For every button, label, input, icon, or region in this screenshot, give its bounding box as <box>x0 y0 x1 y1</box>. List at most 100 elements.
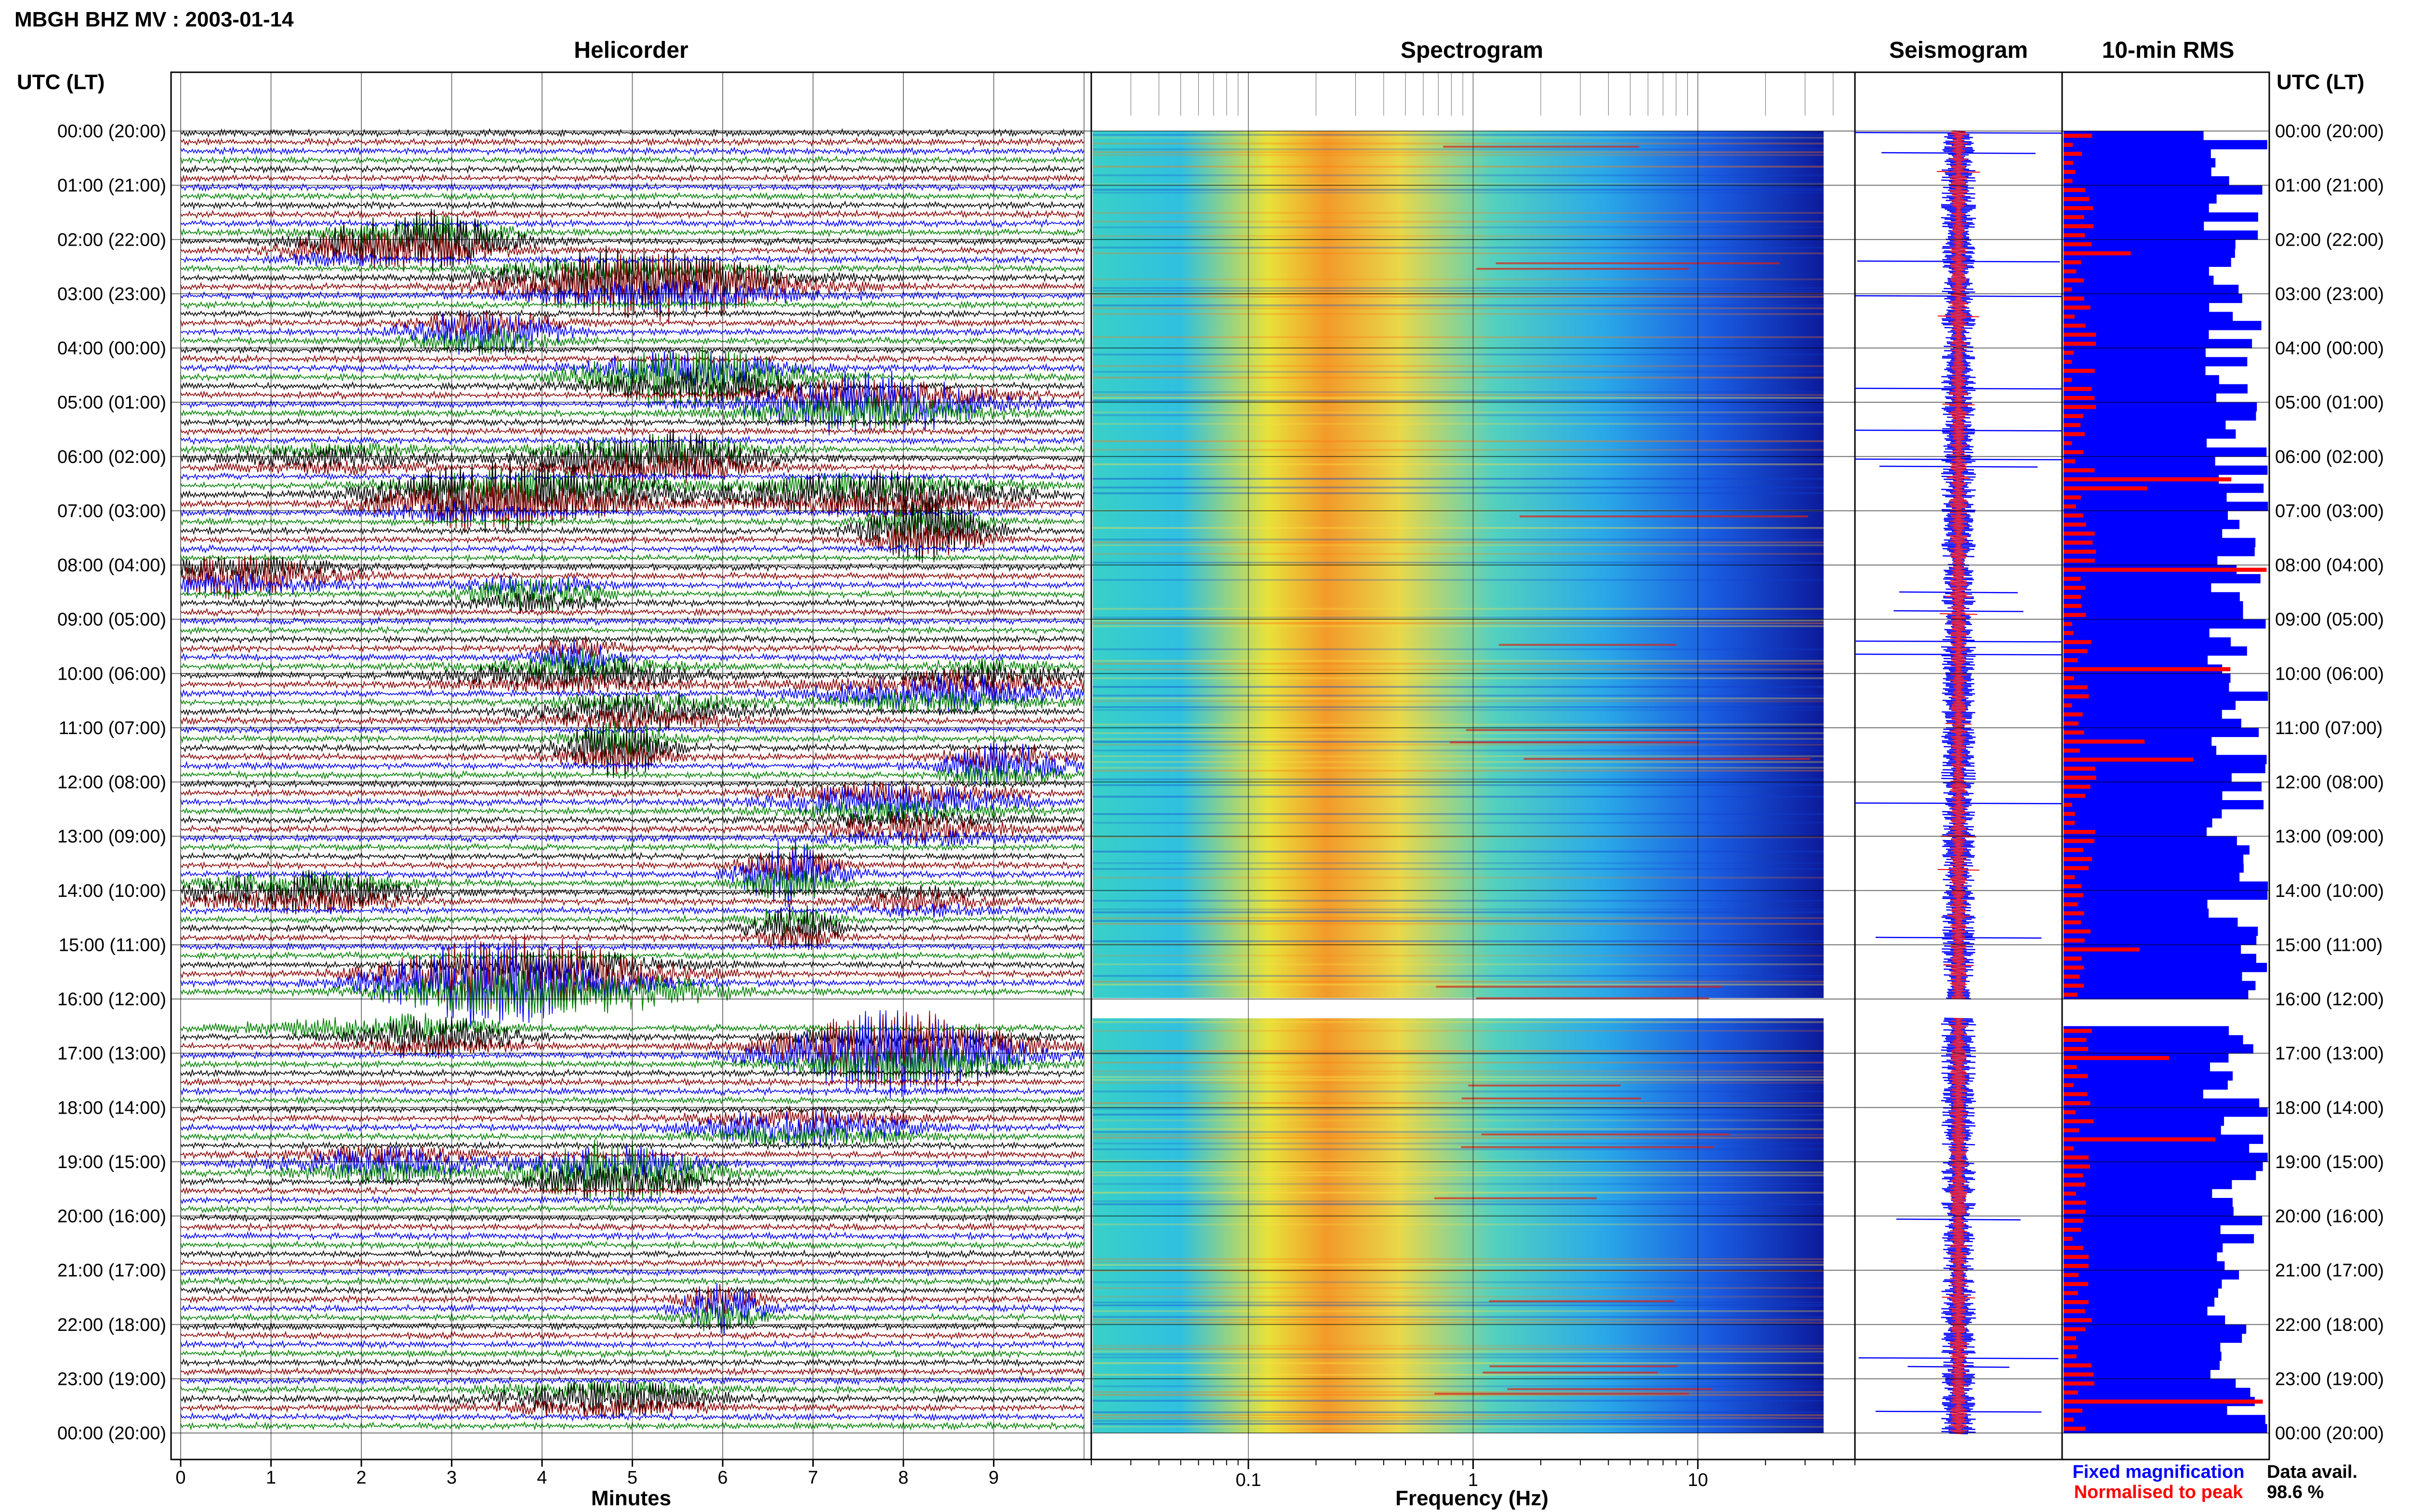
rms-bar-normalised <box>2064 802 2072 807</box>
rms-bar-fixed <box>2064 212 2258 222</box>
rms-bar-normalised <box>2064 405 2096 409</box>
rms-bar-fixed <box>2064 809 2222 819</box>
rms-bar-fixed <box>2064 1044 2253 1054</box>
spectrogram-event-line <box>1476 997 1709 999</box>
rms-bar-fixed <box>2064 547 2255 556</box>
spectrogram-row <box>1093 778 1824 780</box>
rms-bar-normalised <box>2064 1354 2077 1359</box>
spectrogram-row <box>1093 981 1824 983</box>
rms-bar-fixed <box>2064 1243 2223 1253</box>
rms-bar-fixed <box>2064 1379 2236 1388</box>
rms-bar-fixed <box>2064 276 2214 285</box>
rms-bar-normalised <box>2064 323 2085 328</box>
rms-bar-fixed <box>2064 1197 2233 1208</box>
time-label-left: 01:00 (21:00) <box>57 176 166 196</box>
spectrogram-x-ticks: 0.1 1 10 <box>1091 72 1855 1490</box>
rms-bar-normalised <box>2064 1210 2086 1214</box>
spectrogram-row <box>1093 1079 1824 1081</box>
helicorder-x-ticks: 0 1 2 3 4 5 6 7 8 9 <box>175 1459 999 1488</box>
spectrogram-row <box>1093 622 1824 624</box>
rms-bar-fixed <box>2064 176 2229 186</box>
rms-bar-normalised <box>2064 133 2092 138</box>
spectrogram-event-line <box>1507 1388 1713 1390</box>
rms-bar-fixed <box>2064 899 2208 909</box>
spectrogram-row <box>1093 1108 1824 1110</box>
legend-normalised-to-peak: Normalised to peak <box>2074 1482 2243 1502</box>
rms-bar-normalised <box>2064 1047 2089 1051</box>
time-label-left: 21:00 (17:00) <box>57 1261 166 1281</box>
rms-bar-normalised <box>2064 423 2081 427</box>
rms-bar-normalised <box>2064 730 2084 735</box>
rms-bar-normalised <box>2064 1318 2092 1323</box>
rms-bar-fixed <box>2064 1288 2218 1298</box>
time-label-left: 15:00 (11:00) <box>59 935 166 955</box>
helicorder-tick-label: 9 <box>989 1468 999 1488</box>
rms-bar-normalised <box>2064 812 2075 816</box>
rms-bar-normalised <box>2064 1408 2082 1413</box>
rms-bar-fixed <box>2064 1415 2265 1424</box>
rms-bar-fixed <box>2064 1207 2234 1216</box>
spectrogram-row <box>1093 313 1824 315</box>
time-label-right: 14:00 (10:00) <box>2275 881 2384 901</box>
rms-bar-normalised <box>2064 522 2086 527</box>
rms-bar-fixed <box>2064 945 2241 954</box>
rms-bar-normalised <box>2064 1101 2091 1105</box>
helicorder-tick-label: 3 <box>447 1468 457 1488</box>
rms-bar-fixed <box>2064 1315 2225 1325</box>
rms-bar-normalised <box>2064 1309 2085 1314</box>
rms-bar-normalised <box>2064 251 2131 256</box>
helicorder-tick-label: 8 <box>898 1468 908 1488</box>
spectrogram-row <box>1093 1174 1824 1176</box>
rms-bar-fixed <box>2064 574 2261 584</box>
time-label-left: 00:00 (20:00) <box>57 121 166 142</box>
spectrogram-event-line <box>1496 262 1780 264</box>
spectrogram-row <box>1093 1400 1824 1402</box>
time-label-left: 23:00 (19:00) <box>57 1369 166 1389</box>
spectrogram-row <box>1093 492 1824 494</box>
rms-bar-fixed <box>2064 167 2211 177</box>
helicorder-tick-label: 5 <box>627 1468 637 1488</box>
helicorder-tick-label: 0 <box>175 1468 185 1488</box>
panel-title-rms: 10-min RMS <box>2102 38 2235 63</box>
rms-bar-normalised <box>2064 640 2091 644</box>
spectrogram-row <box>1093 695 1824 697</box>
time-label-right: 20:00 (16:00) <box>2275 1207 2384 1227</box>
rms-bar-normalised <box>2064 622 2072 626</box>
time-label-left: 02:00 (22:00) <box>57 230 166 250</box>
spectrogram-row <box>1093 963 1824 965</box>
time-label-right: 00:00 (20:00) <box>2275 1423 2384 1444</box>
spectrogram-event-line <box>1443 145 1640 148</box>
rms-bar-normalised <box>2064 1219 2083 1223</box>
spectrogram-row <box>1093 1148 1824 1150</box>
spectrogram-row <box>1093 1414 1824 1416</box>
rms-bar-fixed <box>2064 773 2232 782</box>
rms-bar-normalised <box>2064 550 2096 554</box>
rms-bar-fixed <box>2064 673 2231 683</box>
spectrogram-row <box>1093 761 1824 763</box>
rms-bar-fixed <box>2064 637 2231 647</box>
spectrogram-event-line <box>1520 515 1809 518</box>
time-label-left: 05:00 (01:00) <box>57 393 166 413</box>
spectrogram-row <box>1093 365 1824 367</box>
rms-bar-fixed <box>2064 266 2209 276</box>
rms-bar-fixed <box>2064 140 2267 150</box>
rms-bar-fixed <box>2064 1089 2203 1099</box>
rms-bar-fixed <box>2064 348 2206 357</box>
spectrogram-row <box>1093 1319 1824 1321</box>
spectrogram-row <box>1093 287 1824 289</box>
spectrogram-event-line <box>1434 1393 1689 1395</box>
spectrogram-event-line <box>1523 758 1811 760</box>
rms-bar-normalised <box>2064 1128 2079 1132</box>
spectrogram-row <box>1093 920 1824 922</box>
spectrogram-row <box>1093 1258 1824 1260</box>
rms-bar-normalised <box>2064 305 2091 310</box>
time-label-right: 18:00 (14:00) <box>2275 1098 2384 1118</box>
spectrogram-row <box>1093 235 1824 237</box>
rms-bar-normalised <box>2064 368 2095 373</box>
spectrogram-row <box>1093 1203 1824 1205</box>
rms-bar-normalised <box>2064 1345 2078 1350</box>
spectrogram-row <box>1093 1131 1824 1133</box>
spectrogram-row <box>1093 391 1824 393</box>
rms-bar-normalised <box>2064 712 2083 717</box>
rms-bar-normalised <box>2064 685 2088 690</box>
